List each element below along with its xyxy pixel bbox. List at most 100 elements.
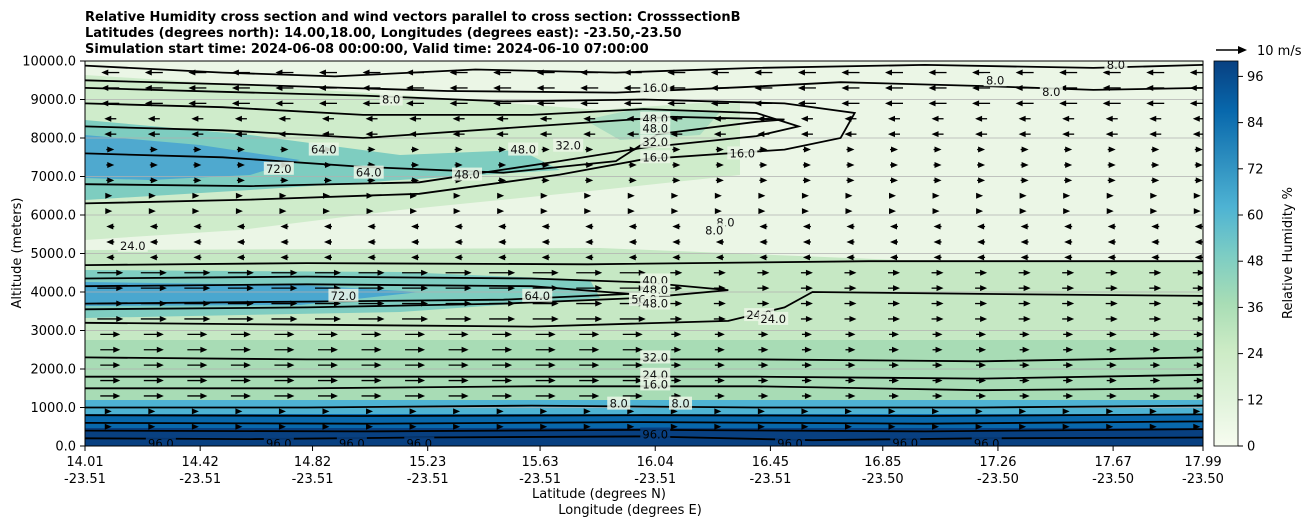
contour-label-background	[522, 288, 553, 302]
wind-vector-head	[1150, 208, 1158, 215]
wind-vector-head	[841, 84, 849, 91]
wind-vector-head	[203, 269, 211, 276]
colorbar-tick-label: 36	[1247, 301, 1264, 316]
wind-vector-head	[539, 115, 547, 122]
wind-vector-head	[847, 177, 855, 184]
wind-vector-head	[1106, 423, 1114, 430]
wind-vector-head	[235, 408, 243, 415]
wind-vector-head	[844, 408, 852, 415]
wind-vector-head	[1021, 146, 1029, 153]
wind-vector-head	[583, 423, 591, 430]
wind-vector-head	[935, 392, 943, 399]
wind-vector-head	[628, 254, 636, 261]
wind-vector-head	[1064, 223, 1072, 230]
wind-vector-head	[493, 69, 501, 76]
wind-vector-head	[449, 69, 457, 76]
wind-vector-head	[1062, 115, 1070, 122]
colorbar-tick-label: 72	[1247, 162, 1264, 177]
wind-vector-head	[1151, 254, 1159, 261]
wind-vector-head	[464, 315, 472, 322]
contour-label-background	[727, 146, 758, 160]
wind-vector-head	[148, 192, 156, 199]
wind-vector-head	[802, 223, 810, 230]
wind-vector-head	[841, 69, 849, 76]
wind-vector-head	[449, 100, 457, 107]
contour-line-64	[85, 420, 1203, 425]
wind-vector-head	[979, 331, 987, 338]
wind-vector-head	[321, 131, 329, 138]
wind-vector-head	[144, 69, 152, 76]
wind-vector-head	[586, 146, 594, 153]
wind-vector-head	[551, 315, 559, 322]
wind-vector-head	[542, 146, 550, 153]
wind-vector-head	[200, 392, 208, 399]
wind-vector-head	[234, 131, 242, 138]
contour-label: 48.0	[642, 121, 668, 135]
wind-vector-head	[675, 300, 683, 307]
wind-vector-head	[322, 208, 330, 215]
wind-vector-head	[113, 392, 121, 399]
wind-vector-head	[1152, 177, 1160, 184]
wind-vector-head	[931, 115, 939, 122]
colorbar-tick-label: 84	[1247, 116, 1264, 131]
contour-label-background	[640, 121, 671, 135]
x-tick-label-latitude: 16.85	[864, 455, 901, 470]
wind-vector-head	[1194, 254, 1202, 261]
wind-vector-head	[671, 208, 679, 215]
wind-vector-head	[638, 315, 646, 322]
wind-vector-head	[717, 362, 725, 369]
wind-vector-head	[583, 115, 591, 122]
wind-vector-head	[1196, 346, 1203, 353]
wind-vector-head	[928, 100, 936, 107]
wind-vector-head	[548, 362, 556, 369]
wind-vector-head	[757, 423, 765, 430]
contour-label: 16.0	[642, 150, 668, 164]
wind-vector-head	[928, 84, 936, 91]
wind-vector-head	[1020, 238, 1028, 245]
wind-vector-head	[321, 115, 329, 122]
y-tick-label: 9000.0	[31, 93, 77, 108]
wind-vector-head	[844, 131, 852, 138]
wind-vector-head	[801, 423, 809, 430]
wind-vector-head	[972, 54, 979, 60]
wind-vector-head	[710, 100, 718, 107]
wind-vector-head	[979, 377, 987, 384]
wind-vector-head	[846, 254, 854, 261]
wind-vector-head	[978, 177, 986, 184]
wind-vector-head	[893, 269, 901, 276]
wind-vector-head	[714, 192, 722, 199]
wind-vector-head	[675, 285, 683, 292]
wind-vector-head	[1023, 285, 1031, 292]
wind-vector-head	[362, 84, 370, 91]
contour-label-background	[404, 436, 435, 446]
wind-vector-head	[933, 223, 941, 230]
wind-vector-head	[891, 161, 899, 168]
wind-vector-head	[623, 69, 631, 76]
wind-vector-head	[1066, 392, 1074, 399]
wind-vector-head	[976, 208, 984, 215]
wind-vector-head	[235, 208, 243, 215]
wind-vector-head	[236, 223, 244, 230]
wind-vector-head	[1152, 161, 1160, 168]
wind-vector-head	[804, 377, 812, 384]
wind-vector-head	[1067, 300, 1075, 307]
wind-vector-head	[200, 377, 208, 384]
wind-vector-head	[667, 54, 674, 60]
wind-vector-head	[890, 223, 898, 230]
wind-vector-head	[453, 192, 461, 199]
wind-vector-head	[635, 346, 643, 353]
wind-vector-head	[935, 362, 943, 369]
wind-vector-head	[1192, 115, 1200, 122]
wind-vector-head	[1197, 300, 1203, 307]
wind-vector-head	[278, 115, 286, 122]
wind-vector-head	[670, 131, 678, 138]
wind-vector-head	[1067, 315, 1075, 322]
wind-vector-head	[892, 377, 900, 384]
y-tick-label: 1000.0	[31, 401, 77, 416]
plot-area: 16.08.08.08.08.048.048.032.016.0 16.064.0…	[85, 54, 1203, 446]
wind-vector-head	[1066, 377, 1074, 384]
wind-vector-head	[287, 377, 295, 384]
wind-vector-head	[409, 115, 417, 122]
wind-vector-head	[846, 238, 854, 245]
wind-vector-head	[1189, 69, 1197, 76]
